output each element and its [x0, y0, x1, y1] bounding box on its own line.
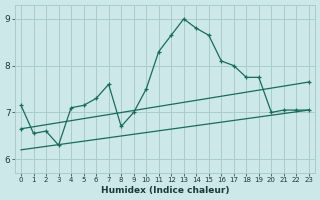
X-axis label: Humidex (Indice chaleur): Humidex (Indice chaleur)	[101, 186, 229, 195]
